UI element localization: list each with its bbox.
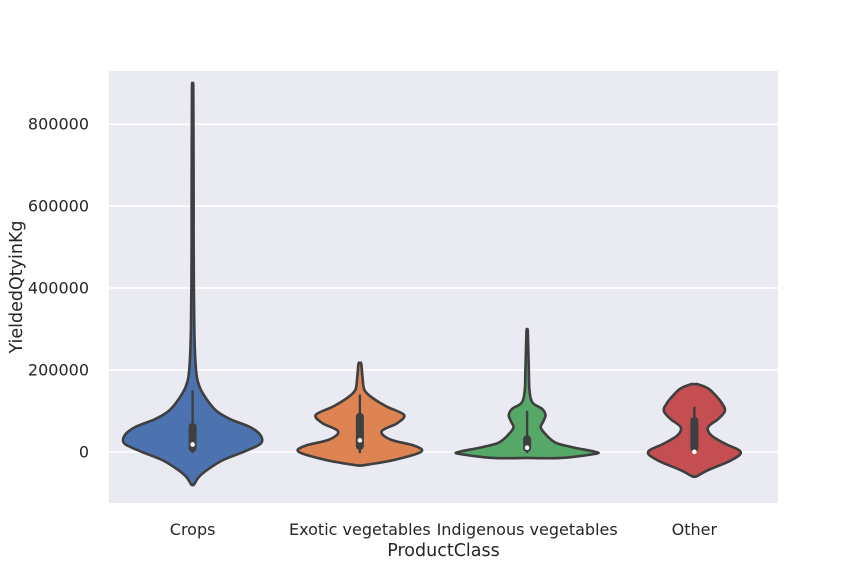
violins <box>121 81 743 487</box>
violin-crops <box>121 81 264 487</box>
x-tick-labels: Crops Exotic vegetables Indigenous vegetab… <box>170 520 718 539</box>
violin-iqr-box <box>690 417 699 452</box>
y-tick-label: 200000 <box>28 360 89 379</box>
violin-median <box>524 445 530 451</box>
violin-median <box>190 442 195 447</box>
violin-exotic-vegetables <box>296 361 424 468</box>
violin-median <box>357 438 363 443</box>
x-axis-label: ProductClass <box>387 541 500 561</box>
y-tick-labels: 0 200000 400000 600000 800000 <box>28 115 89 462</box>
x-tick-label: Exotic vegetables <box>289 520 431 539</box>
y-tick-label: 800000 <box>28 115 89 134</box>
x-tick-label: Indigenous vegetables <box>437 520 618 539</box>
x-tick-label: Crops <box>170 520 216 539</box>
violin-body <box>454 327 600 460</box>
violin-median <box>692 449 697 455</box>
violin-other <box>646 382 743 479</box>
violin-iqr-box <box>355 412 364 450</box>
y-tick-label: 0 <box>79 442 89 461</box>
y-tick-label: 600000 <box>28 197 89 216</box>
y-tick-label: 400000 <box>28 279 89 298</box>
x-tick-label: Other <box>672 520 718 539</box>
violin-body <box>121 81 264 487</box>
y-axis-label: YieldedQtyinKg <box>7 220 27 354</box>
violin-indigenous-vegetables <box>454 327 600 460</box>
violin-iqr-box <box>188 423 197 452</box>
